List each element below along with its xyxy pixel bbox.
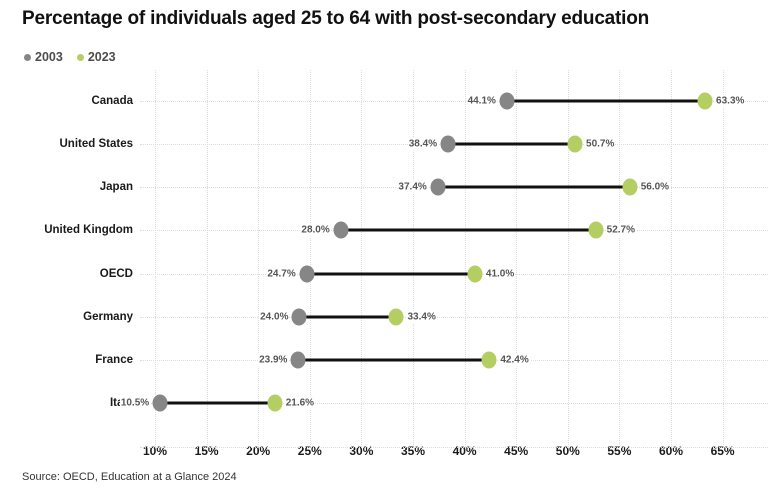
dot-2003[interactable]: [430, 178, 446, 196]
connector-line: [160, 401, 275, 405]
country-label: OECD: [99, 267, 133, 280]
row-dotted-line: [140, 316, 768, 318]
connector-line: [299, 315, 397, 319]
legend-item-2023: 2023: [76, 50, 116, 64]
grid-vline: [516, 70, 518, 447]
connector-line: [340, 228, 596, 232]
value-label-2023: 50.7%: [585, 137, 616, 151]
grid-bottom-line: [140, 447, 768, 448]
grid-vline: [206, 70, 208, 447]
dot-2023[interactable]: [267, 394, 283, 412]
grid-vline: [671, 70, 672, 447]
value-label-2023: 56.0%: [639, 180, 671, 194]
dot-2023[interactable]: [481, 351, 497, 369]
dot-2003[interactable]: [299, 265, 315, 283]
legend: 2003 2023: [24, 50, 116, 64]
dot-2003[interactable]: [152, 394, 168, 412]
country-label: France: [95, 353, 133, 366]
connector-line: [448, 142, 575, 146]
connector-line: [306, 272, 475, 276]
legend-dot-2023-icon: [76, 53, 84, 61]
connector-line: [506, 99, 706, 103]
value-label-2003: 28.0%: [300, 223, 331, 237]
value-label-2003: 24.7%: [266, 267, 297, 281]
dot-2003[interactable]: [291, 308, 307, 326]
dot-2003[interactable]: [499, 92, 515, 110]
country-label: Italy: [0, 397, 133, 409]
value-label-2023: 52.7%: [605, 223, 637, 237]
dot-2023[interactable]: [388, 308, 404, 326]
dot-2023[interactable]: [622, 178, 638, 196]
grid-vline: [567, 70, 569, 447]
grid-vline: [309, 70, 311, 447]
dot-2003[interactable]: [290, 351, 306, 369]
dot-2003[interactable]: [440, 135, 456, 153]
value-label-2023: 42.4%: [499, 353, 530, 367]
legend-dot-2003-icon: [24, 53, 31, 61]
country-label: Japan: [99, 181, 133, 194]
country-label: United States: [59, 138, 134, 151]
value-label-2003: 37.4%: [397, 180, 428, 194]
grid-vline: [258, 70, 260, 447]
country-label: United Kingdom: [44, 224, 133, 237]
connector-line: [298, 358, 490, 362]
value-label-2023: 63.3%: [715, 94, 746, 108]
grid-vline: [464, 70, 466, 447]
chart-title: Percentage of individuals aged 25 to 64 …: [22, 8, 650, 29]
value-label-2003: 44.1%: [466, 94, 497, 108]
legend-label-2023: 2023: [87, 50, 116, 64]
value-label-2023: 41.0%: [484, 267, 516, 281]
connector-line: [437, 185, 630, 189]
country-label: Germany: [83, 310, 133, 323]
row-dotted-line: [140, 402, 768, 404]
dot-2023[interactable]: [697, 92, 713, 110]
value-label-2023: 21.6%: [284, 396, 316, 410]
dot-2003[interactable]: [333, 221, 349, 239]
dot-2023[interactable]: [467, 265, 483, 283]
legend-label-2003: 2003: [35, 50, 63, 64]
source-caption: Source: OECD, Education at a Glance 2024: [22, 471, 237, 483]
value-label-2003: 23.9%: [258, 353, 289, 367]
grid-vline: [155, 70, 156, 447]
value-label-2003: 10.5%: [119, 396, 151, 410]
country-label: Canada: [91, 95, 133, 107]
row-dotted-line: [140, 101, 768, 102]
dot-2023[interactable]: [588, 221, 604, 239]
value-label-2003: 24.0%: [259, 310, 290, 324]
grid-vline: [619, 70, 621, 447]
grid-vline: [361, 70, 363, 447]
value-label-2003: 38.4%: [407, 137, 439, 151]
value-label-2023: 33.4%: [406, 310, 437, 324]
grid-vline: [722, 70, 724, 447]
dot-2023[interactable]: [567, 135, 583, 153]
legend-item-2003: 2003: [24, 50, 63, 64]
grid-vline: [413, 70, 414, 447]
